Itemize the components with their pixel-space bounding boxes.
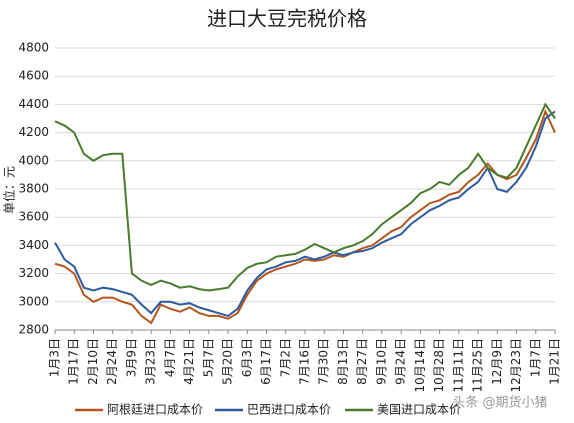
y-tick-label: 3400 [18, 238, 49, 252]
x-tick-label: 1月7日 [528, 338, 542, 377]
chart-title: 进口大豆完税价格 [207, 7, 367, 31]
y-tick-label: 4800 [18, 41, 49, 55]
x-tick-label: 2月10日 [86, 338, 100, 385]
x-tick-label: 7月2日 [278, 338, 292, 377]
x-tick-label: 7月30日 [317, 338, 331, 385]
x-tick-label: 3月23日 [144, 338, 158, 385]
legend-label: 阿根廷进口成本价 [107, 403, 203, 417]
legend-label: 美国进口成本价 [377, 403, 461, 417]
x-tick-label: 10月14日 [413, 338, 427, 393]
x-tick-label: 11月11日 [451, 338, 465, 393]
x-tick-label: 9月24日 [394, 338, 408, 385]
x-tick-label: 4月21日 [182, 338, 196, 385]
y-tick-label: 3800 [18, 182, 49, 196]
x-tick-label: 11月25日 [471, 338, 485, 393]
x-tick-label: 6月3日 [240, 338, 254, 377]
x-tick-label: 10月28日 [432, 338, 446, 393]
x-tick-label: 8月27日 [355, 338, 369, 385]
x-tick-label: 3月9日 [124, 338, 138, 377]
y-tick-label: 3200 [18, 266, 49, 280]
x-tick-label: 6月17日 [259, 338, 273, 385]
y-tick-label: 4400 [18, 97, 49, 111]
watermark: 头条 @期货小猪 [452, 395, 547, 411]
y-axis-label: 单位：元 [2, 166, 17, 214]
x-tick-label: 1月17日 [67, 338, 81, 385]
y-tick-label: 4200 [18, 125, 49, 139]
x-tick-label: 7月16日 [298, 338, 312, 385]
series-line [54, 108, 556, 325]
legend-label: 巴西进口成本价 [247, 403, 331, 417]
series-line [54, 102, 556, 292]
x-tick-label: 2月24日 [105, 338, 119, 385]
x-tick-label: 5月7日 [201, 338, 215, 377]
x-tick-label: 1月21日 [548, 338, 562, 385]
series-line [54, 110, 556, 317]
x-tick-label: 9月10日 [374, 338, 388, 385]
y-tick-label: 3600 [18, 210, 49, 224]
y-tick-label: 2800 [18, 323, 49, 337]
x-tick-label: 5月20日 [221, 338, 235, 385]
x-tick-label: 12月9日 [490, 338, 504, 385]
x-tick-label: 12月23日 [509, 338, 523, 393]
y-tick-label: 4000 [18, 153, 49, 167]
x-tick-label: 8月13日 [336, 338, 350, 385]
x-tick-label: 4月7日 [163, 338, 177, 377]
y-tick-label: 3000 [18, 294, 49, 308]
y-tick-label: 4600 [18, 69, 49, 83]
x-tick-label: 1月3日 [48, 338, 62, 377]
